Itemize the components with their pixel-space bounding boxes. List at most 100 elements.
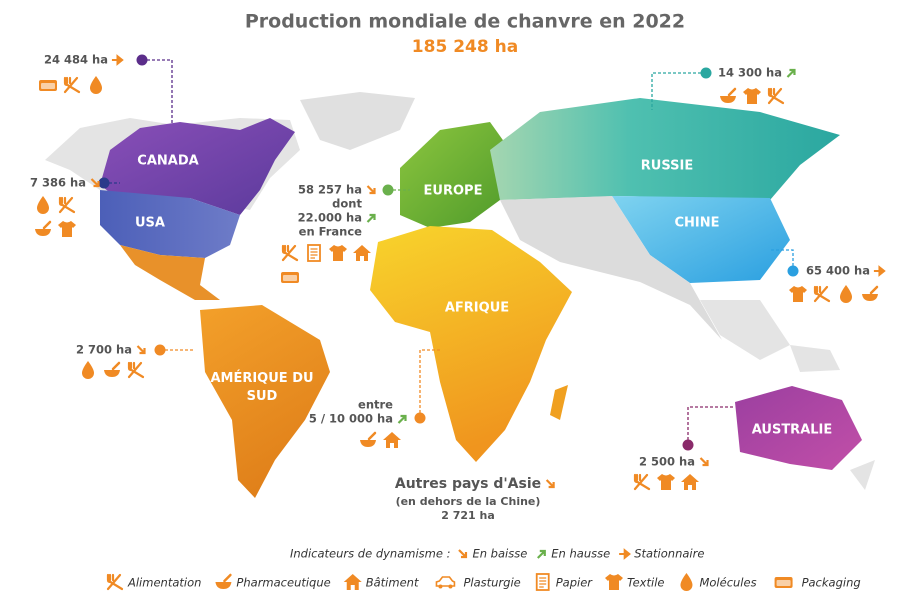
use-icon <box>127 361 145 379</box>
legend-label: Molécules <box>699 576 756 590</box>
use-icon <box>353 245 371 261</box>
legend-icon <box>435 575 456 590</box>
legend-icon <box>106 573 124 591</box>
usa <box>100 190 240 258</box>
callout-text: dont <box>332 197 362 211</box>
islands <box>790 345 840 372</box>
use-icon <box>657 474 675 490</box>
callout-text: 5 / 10 000 ha <box>309 412 393 426</box>
legend-icon <box>535 573 550 591</box>
canada <box>100 118 295 215</box>
callout-dot <box>136 54 148 66</box>
callout-text: 2 721 ha <box>441 509 495 522</box>
legend-label: Pharmaceutique <box>236 576 330 590</box>
callout-text: entre <box>358 398 393 412</box>
legend-icon <box>605 574 623 590</box>
callout-dot <box>700 67 712 79</box>
trend-arrow <box>545 478 555 489</box>
se-asia <box>700 300 790 360</box>
use-icon <box>813 285 831 303</box>
callout-text: 58 257 ha <box>298 183 362 197</box>
leader-line <box>770 249 794 271</box>
callout-dot <box>682 439 694 451</box>
title: Production mondiale de chanvre en 2022 <box>245 11 685 33</box>
legend-label: Plasturgie <box>463 576 520 590</box>
trend-legend-arrow <box>536 549 546 560</box>
legend: Alimentation Pharmaceutique Bâtiment Plastu… <box>106 573 861 591</box>
greenland <box>300 92 415 150</box>
china <box>612 196 790 283</box>
use-icon <box>358 431 378 449</box>
region-label: USA <box>135 216 165 231</box>
legend-icon <box>214 573 233 591</box>
use-icon <box>307 244 321 262</box>
trend-arrow <box>699 456 709 467</box>
use-icon <box>58 196 76 214</box>
use-icon <box>329 245 347 261</box>
callout-text: (en dehors de la Chine) <box>396 495 541 508</box>
trend-arrow <box>786 68 796 79</box>
callout: 2 500 ha <box>633 406 735 491</box>
asia-other <box>500 196 722 340</box>
callout-dot <box>414 412 426 424</box>
use-icon <box>633 473 651 491</box>
leader-line <box>142 59 173 125</box>
trend-legend-arrow <box>618 549 631 559</box>
callout-text: en France <box>299 225 363 239</box>
callout: 14 300 ha <box>651 66 796 110</box>
callout-dot <box>98 177 110 189</box>
callout-text: 65 400 ha <box>806 264 870 278</box>
region-label: RUSSIE <box>641 159 693 174</box>
legend-icon <box>343 574 362 590</box>
legend-icon <box>774 577 793 588</box>
use-icon <box>718 87 738 105</box>
use-icon <box>63 76 81 94</box>
trend-legend-item: Stationnaire <box>634 547 704 561</box>
trend-legend-item: En hausse <box>551 547 610 561</box>
legend-label: Alimentation <box>127 576 201 590</box>
trend-arrow <box>366 213 376 224</box>
region-label: CHINE <box>674 216 719 231</box>
callout-text: 22.000 ha <box>298 211 362 225</box>
region-label: AMÉRIQUE DU SUD <box>210 370 313 404</box>
callout-text: Autres pays d'Asie <box>395 476 541 492</box>
leader-line <box>687 406 735 445</box>
use-icon <box>37 196 49 214</box>
map <box>45 92 875 498</box>
callout: 65 400 ha <box>770 249 886 303</box>
use-icon <box>90 76 102 94</box>
trend-legend-label: Indicateurs de dynamisme : <box>290 547 450 561</box>
legend-label: Bâtiment <box>366 576 419 590</box>
trend-arrow <box>397 414 407 425</box>
russia <box>490 98 840 200</box>
callout-dot <box>154 344 166 356</box>
use-icon <box>767 87 785 105</box>
use-icon <box>743 88 761 104</box>
trend-arrow <box>366 184 376 195</box>
region-label: AFRIQUE <box>445 301 509 316</box>
legend-label: Packaging <box>802 576 861 590</box>
trend-arrow <box>872 266 886 276</box>
callout: 24 484 ha <box>39 53 173 125</box>
region-label: EUROPE <box>424 184 483 199</box>
legend-label: Papier <box>556 576 594 590</box>
trend-arrow <box>111 55 124 65</box>
callout-text: 7 386 ha <box>30 176 86 190</box>
callout-text: 2 700 ha <box>76 343 132 357</box>
trend-legend-arrow <box>457 548 468 559</box>
trend-arrow <box>136 344 146 355</box>
use-icon <box>383 432 401 448</box>
use-icon <box>281 244 299 262</box>
region-label-line: AMÉRIQUE DU <box>210 370 313 386</box>
use-icon <box>102 361 122 379</box>
callout: Autres pays d'Asie (en dehors de la Chine… <box>395 476 555 522</box>
legend-icon <box>680 573 693 591</box>
australia <box>735 386 862 470</box>
new-zealand <box>850 460 875 490</box>
callout-dot <box>382 184 394 196</box>
use-icon <box>860 285 880 303</box>
central-america <box>120 245 220 300</box>
callout: 2 700 ha <box>76 343 195 379</box>
